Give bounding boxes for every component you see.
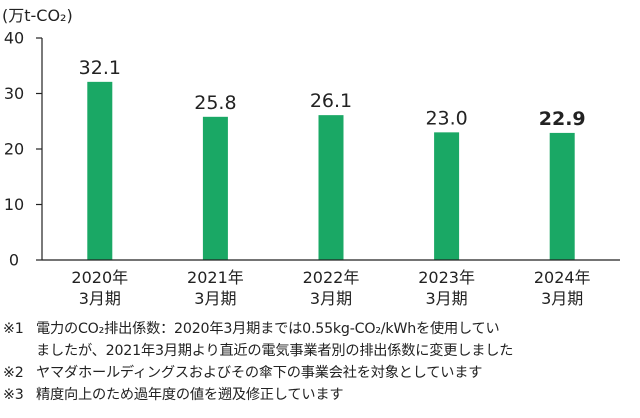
footnote-1-continued: ましたが、2021年3月期より直近の電気事業者別の排出係数に変更しました — [36, 343, 514, 359]
footnote-1: ※1 電力のCO₂排出係数：2020年3月期までは0.55kg-CO₂/kWhを… — [0, 318, 640, 340]
x-tick-label-year: 2022年 — [303, 268, 360, 287]
x-tick-label-period: 3月期 — [79, 289, 121, 308]
footnote-3: ※3 精度向上のため過年度の値を遡及修正しています — [0, 384, 640, 406]
x-tick-label-year: 2021年 — [187, 268, 244, 287]
y-axis: 0 10 20 30 40 — [4, 29, 43, 270]
bar — [434, 132, 460, 260]
footnote-text: ヤマダホールディングスおよびその傘下の事業会社を対象としています — [36, 365, 483, 381]
footnote-mark: ※3 — [3, 387, 24, 403]
data-labels: 32.1 25.8 26.1 23.0 22.9 — [79, 57, 586, 130]
y-tick-label: 0 — [9, 251, 19, 270]
footnote-text: 電力のCO₂排出係数：2020年3月期までは0.55kg-CO₂/kWhを使用し… — [36, 321, 500, 337]
data-label: 23.0 — [425, 107, 467, 129]
x-tick-label-year: 2024年 — [534, 268, 591, 287]
x-tick-label-period: 3月期 — [426, 289, 468, 308]
data-label: 26.1 — [310, 90, 352, 112]
footnote-text: 精度向上のため過年度の値を遡及修正しています — [36, 387, 344, 403]
footnote-2: ※2 ヤマダホールディングスおよびその傘下の事業会社を対象としています — [0, 362, 640, 384]
footnotes: ※1 電力のCO₂排出係数：2020年3月期までは0.55kg-CO₂/kWhを… — [0, 318, 640, 406]
bar — [318, 115, 344, 261]
y-tick-label: 10 — [4, 195, 24, 214]
bar — [87, 81, 113, 260]
y-tick-label: 40 — [4, 29, 24, 48]
x-tick-label-year: 2023年 — [418, 268, 475, 287]
bar — [202, 116, 228, 260]
data-label: 32.1 — [79, 57, 121, 79]
y-axis-unit-label: (万t-CO₂) — [2, 6, 73, 25]
bar — [549, 132, 575, 260]
y-tick-label: 20 — [4, 140, 24, 159]
x-tick-label-period: 3月期 — [541, 289, 583, 308]
x-tick-label-year: 2020年 — [71, 268, 128, 287]
data-label: 22.9 — [539, 108, 586, 130]
x-tick-label-period: 3月期 — [310, 289, 352, 308]
footnote-mark: ※2 — [3, 365, 24, 381]
data-label: 25.8 — [194, 92, 236, 114]
x-tick-label-period: 3月期 — [194, 289, 236, 308]
bars — [87, 81, 575, 261]
y-tick-label: 30 — [4, 84, 24, 103]
x-axis: 2020年 3月期 2021年 3月期 2022年 3月期 2023年 3月期 2024年 3月期 — [42, 259, 620, 308]
footnote-mark: ※1 — [3, 321, 24, 337]
